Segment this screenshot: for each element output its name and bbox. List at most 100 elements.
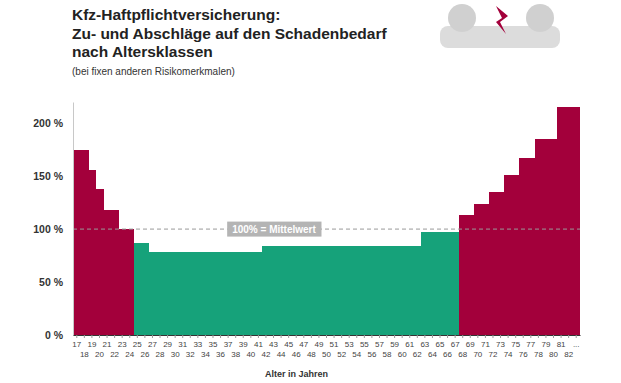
bars: [73, 107, 580, 335]
bar: [73, 150, 81, 335]
bar: [444, 232, 452, 335]
x-tick-mark: [364, 335, 365, 338]
x-tick-label: 73: [496, 340, 505, 349]
bar: [308, 246, 316, 335]
x-tick: 19: [87, 335, 96, 349]
x-tick-label: 30: [171, 350, 180, 359]
x-tick-label: 24: [125, 350, 134, 359]
x-tick-mark: [492, 335, 493, 338]
x-tick-mark: [432, 335, 433, 338]
x-tick-mark: [160, 335, 161, 338]
bar: [406, 246, 414, 335]
x-tick: 81: [557, 335, 566, 349]
bar: [368, 246, 376, 335]
bar: [141, 243, 149, 335]
x-tick: 29: [163, 335, 172, 349]
icon: [440, 4, 560, 48]
x-tick: 77: [526, 335, 535, 349]
x-tick-label: 64: [428, 350, 437, 359]
x-tick-mark: [281, 335, 282, 338]
icon-head: [448, 4, 476, 32]
x-tick-label: 52: [337, 350, 346, 359]
bar: [504, 175, 512, 335]
x-tick-label: 78: [534, 350, 543, 359]
x-tick-mark: [326, 335, 327, 338]
x-tick-mark: [334, 335, 335, 338]
x-tick-label: 27: [148, 340, 157, 349]
bar: [361, 246, 369, 335]
bar: [557, 107, 565, 335]
x-tick-label: 18: [80, 350, 89, 359]
bar: [497, 192, 505, 335]
x-tick-label: 21: [103, 340, 112, 349]
bar: [572, 107, 580, 335]
x-tick: 69: [466, 335, 475, 349]
x-tick-mark: [462, 335, 463, 338]
x-tick-mark: [409, 335, 410, 338]
x-tick-label: 44: [277, 350, 286, 359]
bar: [88, 170, 96, 335]
x-tick-label: 79: [541, 340, 550, 349]
x-tick-label: 40: [246, 350, 255, 359]
bar: [277, 246, 285, 335]
bar: [565, 107, 573, 335]
x-tick-label: 39: [239, 340, 248, 349]
x-tick: 45: [284, 335, 293, 349]
x-tick-mark: [561, 335, 562, 338]
x-tick: 59: [390, 335, 399, 349]
bar: [512, 175, 520, 335]
x-tick-mark: [76, 335, 77, 338]
annotation-box: [227, 222, 321, 237]
x-tick-mark: [553, 335, 554, 338]
x-tick-label: 56: [367, 350, 376, 359]
x-tick-mark: [387, 335, 388, 338]
x-tick-label: 62: [413, 350, 422, 359]
x-tick-mark: [205, 335, 206, 338]
x-tick-mark: [349, 335, 350, 338]
x-tick-label: 45: [284, 340, 293, 349]
x-tick-label: 77: [526, 340, 535, 349]
x-tick-label: 29: [163, 340, 172, 349]
x-tick: 57: [375, 335, 384, 349]
y-tick: 200 %: [33, 117, 73, 129]
x-tick-label: 71: [481, 340, 490, 349]
y-tick: 150 %: [33, 170, 73, 182]
x-tick-label: 82: [564, 350, 573, 359]
x-tick-label: ...: [573, 340, 580, 349]
x-tick-label: 47: [299, 340, 308, 349]
x-tick-label: 17: [72, 340, 81, 349]
x-tick-label: 58: [383, 350, 392, 359]
x-tick: 71: [481, 335, 490, 349]
x-tick-mark: [190, 335, 191, 338]
x-tick-mark: [371, 335, 372, 338]
x-tick-mark: [91, 335, 92, 338]
x-tick-label: 38: [231, 350, 240, 359]
x-tick: 43: [269, 335, 278, 349]
x-tick-mark: [107, 335, 108, 338]
bar: [315, 246, 323, 335]
x-tick-label: 23: [118, 340, 127, 349]
x-tick-mark: [470, 335, 471, 338]
bar: [489, 192, 497, 335]
x-tick: ...: [573, 335, 580, 349]
x-tick-label: 53: [345, 340, 354, 349]
x-tick-mark: [417, 335, 418, 338]
x-tick-label: 25: [133, 340, 142, 349]
bar: [187, 252, 195, 335]
bar: [239, 252, 247, 335]
x-tick-mark: [212, 335, 213, 338]
y-tick: 50 %: [39, 276, 73, 288]
x-tick-label: 55: [360, 340, 369, 349]
bar: [466, 215, 474, 335]
x-axis-title: Alter in Jahren: [265, 369, 328, 379]
bar: [519, 158, 527, 335]
y-tick-label: 0 %: [45, 329, 64, 341]
bar: [247, 252, 255, 335]
x-tick-label: 50: [322, 350, 331, 359]
x-tick-mark: [122, 335, 123, 338]
chart: Kfz-Haftpflichtversicherung:Zu- und Absc…: [0, 0, 621, 383]
x-tick-mark: [538, 335, 539, 338]
x-tick: 27: [148, 335, 157, 349]
x-tick: 25: [133, 335, 142, 349]
x-tick-mark: [303, 335, 304, 338]
